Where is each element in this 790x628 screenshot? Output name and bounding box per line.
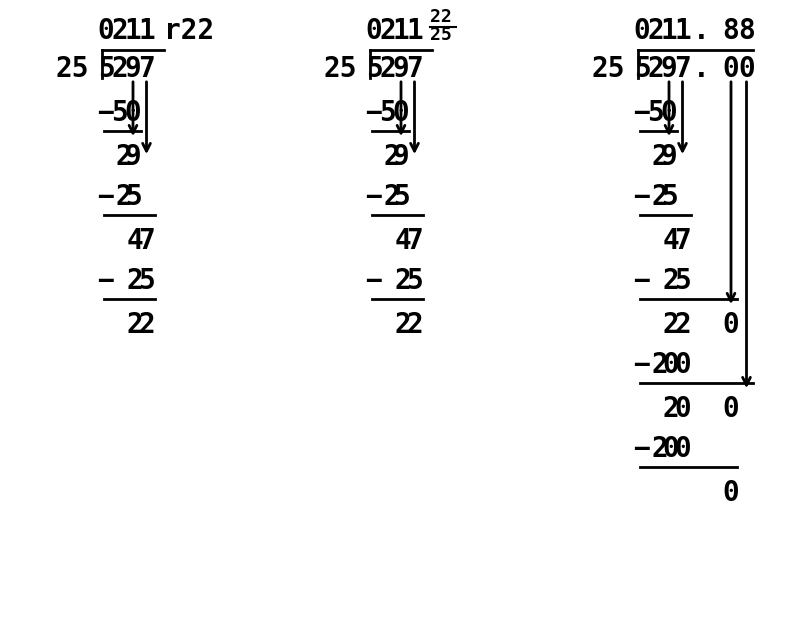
Text: 2: 2: [647, 55, 664, 83]
Text: 0: 0: [663, 435, 679, 463]
Text: 2: 2: [651, 143, 668, 171]
Text: 5: 5: [674, 267, 691, 295]
Text: 7: 7: [406, 55, 423, 83]
Text: 2: 2: [395, 311, 412, 339]
Text: −: −: [634, 435, 650, 463]
Text: −: −: [98, 99, 115, 127]
Text: 2: 2: [383, 183, 400, 211]
Text: 1: 1: [393, 17, 409, 45]
Text: 5: 5: [379, 99, 396, 127]
Text: 0: 0: [663, 351, 679, 379]
Text: 9: 9: [393, 143, 409, 171]
Text: 0: 0: [674, 435, 691, 463]
Text: 2: 2: [651, 435, 668, 463]
Text: 2: 2: [663, 395, 679, 423]
Text: −: −: [634, 267, 650, 295]
Text: 25: 25: [55, 55, 88, 83]
Text: 0: 0: [723, 395, 739, 423]
Text: 9: 9: [393, 55, 409, 83]
Text: 9: 9: [660, 143, 677, 171]
Text: r22: r22: [164, 17, 214, 45]
Text: 2: 2: [383, 143, 400, 171]
Text: −: −: [634, 351, 650, 379]
Text: 5: 5: [634, 55, 650, 83]
Text: 4: 4: [395, 227, 412, 255]
Text: 1: 1: [660, 17, 677, 45]
Text: 0: 0: [634, 17, 650, 45]
Text: 0: 0: [393, 99, 409, 127]
Text: 2: 2: [663, 311, 679, 339]
Text: 0: 0: [674, 395, 691, 423]
Text: 4: 4: [663, 227, 679, 255]
Text: 2: 2: [379, 17, 396, 45]
Text: 9: 9: [660, 55, 677, 83]
Text: 2: 2: [126, 311, 143, 339]
Text: 2: 2: [111, 55, 128, 83]
Text: 2: 2: [138, 311, 155, 339]
Text: 7: 7: [138, 55, 155, 83]
Text: 5: 5: [393, 183, 409, 211]
Text: 2: 2: [115, 183, 132, 211]
Text: 0: 0: [660, 99, 677, 127]
Text: −: −: [366, 99, 382, 127]
Text: .: .: [693, 17, 709, 45]
Text: 2: 2: [115, 143, 132, 171]
Text: 0: 0: [723, 55, 739, 83]
Text: −: −: [366, 183, 382, 211]
Text: 7: 7: [138, 227, 155, 255]
Text: 5: 5: [98, 55, 115, 83]
Text: 25: 25: [591, 55, 625, 83]
Text: 0: 0: [723, 479, 739, 507]
Text: −: −: [98, 183, 115, 211]
Text: 1: 1: [674, 17, 691, 45]
Text: −: −: [634, 99, 650, 127]
Text: 5: 5: [138, 267, 155, 295]
Text: 2: 2: [379, 55, 396, 83]
Text: 2: 2: [651, 183, 668, 211]
Text: 22: 22: [430, 8, 452, 26]
Text: 1: 1: [138, 17, 155, 45]
Text: 8: 8: [738, 17, 755, 45]
Text: 2: 2: [674, 311, 691, 339]
Text: 7: 7: [674, 227, 691, 255]
Text: 2: 2: [663, 267, 679, 295]
Text: 5: 5: [660, 183, 677, 211]
Text: 2: 2: [126, 267, 143, 295]
Text: 25: 25: [430, 26, 452, 44]
Text: 0: 0: [723, 311, 739, 339]
Text: 0: 0: [738, 55, 755, 83]
Text: 2: 2: [406, 311, 423, 339]
Text: 1: 1: [125, 17, 141, 45]
Text: 4: 4: [126, 227, 143, 255]
Text: −: −: [98, 267, 115, 295]
Text: 7: 7: [406, 227, 423, 255]
Text: 5: 5: [125, 183, 141, 211]
Text: 2: 2: [395, 267, 412, 295]
Text: 7: 7: [674, 55, 691, 83]
Text: 5: 5: [111, 99, 128, 127]
Text: 5: 5: [647, 99, 664, 127]
Text: 2: 2: [651, 351, 668, 379]
Text: 5: 5: [406, 267, 423, 295]
Text: 25: 25: [323, 55, 357, 83]
Text: 0: 0: [125, 99, 141, 127]
Text: .: .: [693, 55, 709, 83]
Text: 0: 0: [366, 17, 382, 45]
Text: 0: 0: [98, 17, 115, 45]
Text: 2: 2: [647, 17, 664, 45]
Text: 9: 9: [125, 55, 141, 83]
Text: 8: 8: [723, 17, 739, 45]
Text: −: −: [366, 267, 382, 295]
Text: 0: 0: [674, 351, 691, 379]
Text: −: −: [634, 183, 650, 211]
Text: 5: 5: [366, 55, 382, 83]
Text: 2: 2: [111, 17, 128, 45]
Text: 1: 1: [406, 17, 423, 45]
Text: 9: 9: [125, 143, 141, 171]
